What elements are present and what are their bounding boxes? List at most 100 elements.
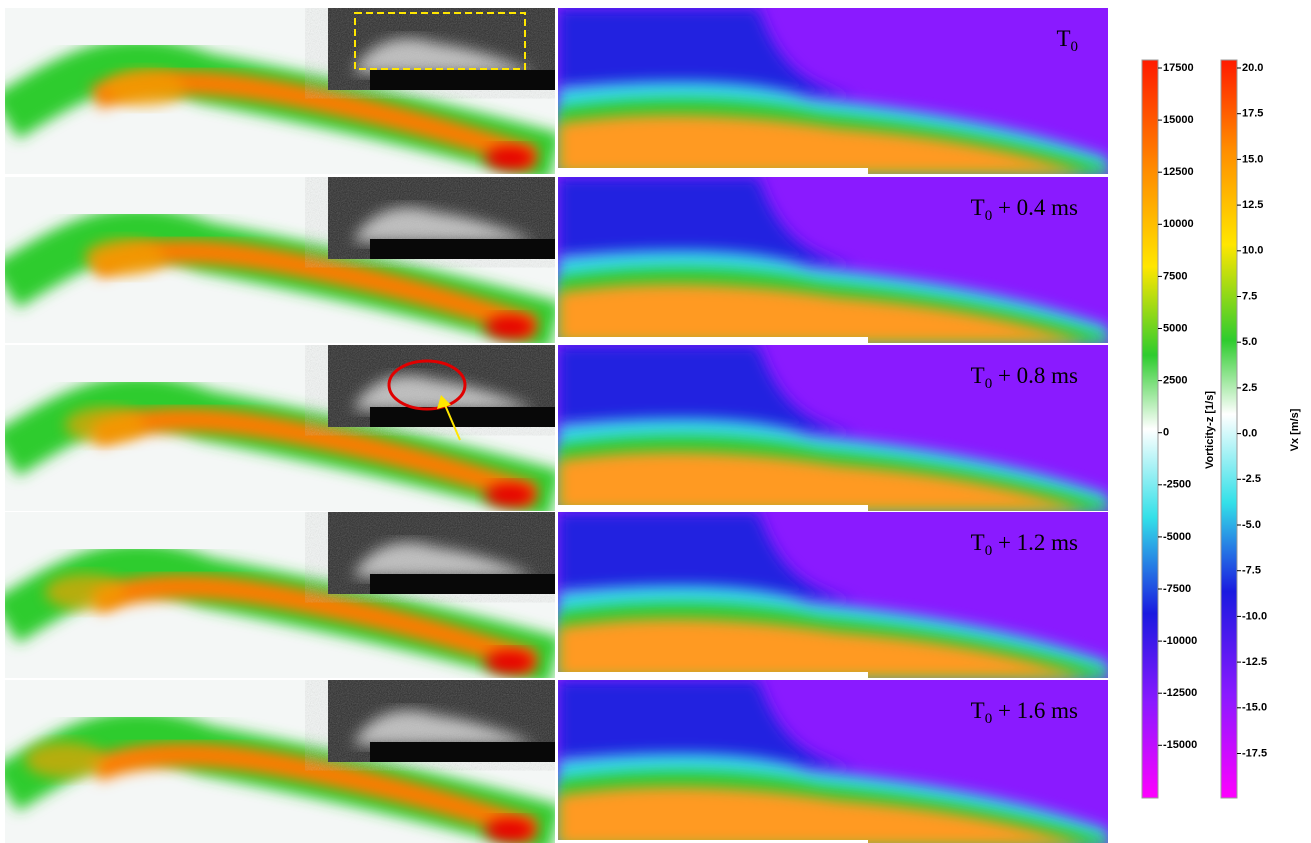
tick-label: 5.0 [1242,336,1257,348]
tick-label: 2500 [1163,375,1187,387]
label-rest: + 0.4 ms [992,195,1078,220]
vorticity-panel [5,345,555,511]
vortex-core [485,483,535,507]
vortex-core [485,818,535,842]
low-zone [558,8,858,98]
tick-label: 15000 [1163,114,1194,126]
vortex [105,70,185,106]
tick-label: 12.5 [1242,199,1263,211]
colorbar-vorticity [1141,59,1159,799]
shear-core [90,407,539,507]
low-zone [558,345,858,435]
velocity-panel: T0 + 0.8 ms [558,345,1108,511]
nozzle [370,239,555,259]
vortex-core [485,650,535,674]
wall [558,505,868,511]
label-base: T [971,698,985,723]
jet [558,618,1088,678]
shear-core [90,574,539,674]
tick-label: 0.0 [1242,428,1257,440]
wall [558,337,868,343]
jet [558,114,1088,174]
tick-label: -15000 [1163,739,1197,751]
time-label: T0 [1056,26,1078,55]
tick-label: -5000 [1163,531,1191,543]
label-sub: 0 [1071,39,1079,55]
velocity-panel: T0 + 0.4 ms [558,177,1108,343]
tick-label: -12.5 [1242,656,1267,668]
tick-label: -10.0 [1242,610,1267,622]
low-zone [558,177,858,267]
tick-label: 17.5 [1242,108,1263,120]
tick-label: -15.0 [1242,702,1267,714]
wall [558,672,868,678]
tick-label: 10000 [1163,218,1194,230]
arrow [444,404,461,441]
nozzle [370,407,555,427]
tick-label: 7.5 [1242,290,1257,302]
wall [558,840,868,843]
label-rest: + 1.2 ms [992,530,1078,555]
tick-label: 20.0 [1242,62,1263,74]
tick-label: 15.0 [1242,153,1263,165]
jet [558,786,1079,843]
label-sub: 0 [985,543,993,559]
tick-label: 5000 [1163,322,1187,334]
low-zone [558,680,858,770]
tick-label: 17500 [1163,62,1194,74]
spray [355,207,535,242]
vortex [65,407,145,443]
label-rest: + 1.6 ms [992,698,1078,723]
nozzle [370,742,555,762]
label-sub: 0 [985,376,993,392]
label-base: T [1056,26,1070,51]
jet [558,451,1088,511]
time-label: T0 + 0.8 ms [971,363,1078,392]
tick-label: 2.5 [1242,382,1257,394]
label-base: T [971,363,985,388]
tick-label: -12500 [1163,687,1197,699]
vorticity-panel [5,512,555,678]
tick-label: -7500 [1163,583,1191,595]
roi-box [354,12,526,70]
shear-core [90,742,539,842]
vortex [25,742,105,778]
label-sub: 0 [985,711,993,727]
label-base: T [971,195,985,220]
time-label: T0 + 0.4 ms [971,195,1078,224]
spray [355,542,535,577]
colorbar-vx [1220,59,1238,799]
tick-label: -17.5 [1242,747,1267,759]
highlight [387,359,467,411]
vortex [45,574,125,610]
vortex-core [485,146,535,170]
time-label: T0 + 1.2 ms [971,530,1078,559]
jet [558,283,1088,343]
tick-label: -7.5 [1242,565,1261,577]
tick-label: -2500 [1163,479,1191,491]
label-base: T [971,530,985,555]
tick-label: -10000 [1163,635,1197,647]
velocity-panel: T0 [558,8,1108,174]
vorticity-panel [5,8,555,174]
spray [355,38,535,73]
tick-label: 10.0 [1242,245,1263,257]
tick-label: -5.0 [1242,519,1261,531]
velocity-panel: T0 + 1.6 ms [558,680,1108,843]
tick-label: -2.5 [1242,473,1261,485]
nozzle [370,70,555,90]
wall [558,168,868,174]
label-sub: 0 [985,208,993,224]
colorbar-title: Vx [m/s] [1289,408,1301,451]
vorticity-panel [5,680,555,843]
nozzle [370,574,555,594]
tick-label: 0 [1163,427,1169,439]
arrow-head [437,395,451,409]
tick-label: 7500 [1163,270,1187,282]
vorticity-panel [5,177,555,343]
label-rest: + 0.8 ms [992,363,1078,388]
spray [355,710,535,745]
colorbar-title: Vorticity-z [1/s] [1204,391,1216,469]
